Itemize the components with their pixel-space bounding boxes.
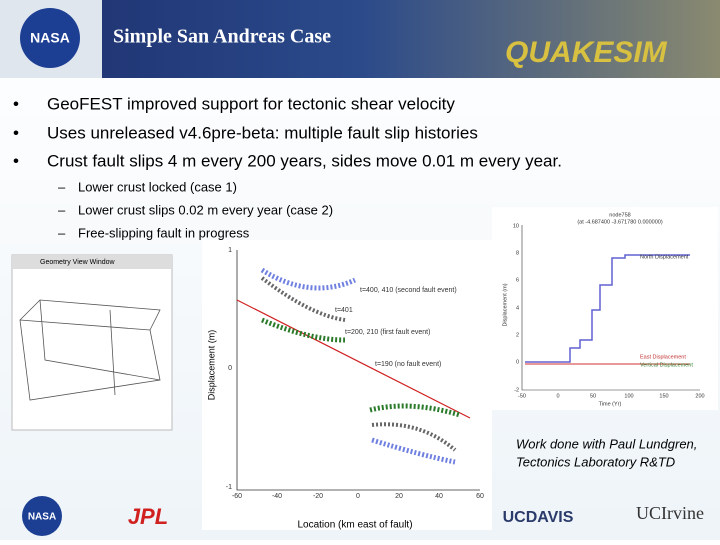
footer-logo: UCDAVIS <box>503 509 574 526</box>
sub-bullet: Free-slipping fault in progress <box>78 225 250 240</box>
sub-bullet: Lower crust locked (case 1) <box>78 179 237 194</box>
y-axis-label: Displacement (m) <box>206 330 216 401</box>
annotation: t=401 <box>335 307 353 314</box>
bullet-marker: • <box>13 151 19 170</box>
x-tick-label: 40 <box>435 493 443 500</box>
annotation: t=400, 410 (second fault event) <box>360 287 457 294</box>
banner-text: QUAKESIM <box>505 36 668 69</box>
plot-title: node758 <box>609 212 630 218</box>
curve <box>260 276 346 322</box>
x-tick-label: -40 <box>272 493 282 500</box>
y-tick-label: 0 <box>516 359 519 365</box>
trend-line <box>236 299 471 419</box>
curve <box>261 317 346 343</box>
slide-title: Simple San Andreas Case <box>113 26 331 48</box>
caption: Work done with Paul Lundgren, <box>516 436 697 451</box>
x-tick-label: 60 <box>476 493 484 500</box>
step-curve <box>525 254 690 363</box>
sub-marker: – <box>58 225 66 240</box>
geometry-window <box>11 254 173 431</box>
footer-logo: NASA <box>28 512 56 523</box>
legend-entry: North Displacement <box>640 254 689 260</box>
caption: Tectonics Laboratory R&TD <box>516 454 675 469</box>
y-tick-label: 6 <box>516 277 519 283</box>
x-tick-label: 20 <box>395 493 403 500</box>
y-tick-label: 2 <box>516 332 519 338</box>
header-band <box>0 0 720 78</box>
wireframe <box>19 299 161 401</box>
x-tick-label: -20 <box>313 493 323 500</box>
sub-marker: – <box>58 202 66 217</box>
plot-subtitle: (at -4.687400 -3.671780 0.000000) <box>577 219 662 225</box>
y-tick-label: -1 <box>226 484 232 491</box>
x-tick-label: 0 <box>356 493 360 500</box>
y-axis-label: Displacement (m) <box>502 283 508 326</box>
x-tick-label: 200 <box>695 393 704 399</box>
logo-text: NASA <box>30 30 70 46</box>
legend-entry: East Displacement <box>640 354 686 360</box>
window-title: Geometry View Window <box>40 259 116 266</box>
x-tick-label: -50 <box>518 393 526 399</box>
sub-marker: – <box>58 179 66 194</box>
footer-logo: UCIrvine <box>636 503 704 523</box>
curve <box>369 403 461 418</box>
time-plot <box>492 207 718 410</box>
y-tick-label: 4 <box>516 305 519 311</box>
bullet-marker: • <box>13 123 19 142</box>
curve <box>371 422 457 452</box>
y-tick-label: 8 <box>516 250 519 256</box>
x-axis-label: Location (km east of fault) <box>297 520 412 531</box>
legend-entry: Vertical Displacement <box>640 362 693 368</box>
axes <box>521 225 700 391</box>
x-tick-label: 50 <box>590 393 596 399</box>
bullet: Uses unreleased v4.6pre-beta: multiple f… <box>47 123 478 142</box>
nasa-logo <box>22 496 62 536</box>
x-axis-label: Time (Yr) <box>599 401 622 407</box>
x-tick-label: 0 <box>556 393 559 399</box>
y-tick-label: -2 <box>514 387 519 393</box>
window-titlebar <box>12 255 172 269</box>
footer-logo: JPL <box>128 504 168 529</box>
bullet: Crust fault slips 4 m every 200 years, s… <box>47 151 562 170</box>
curve <box>371 437 456 465</box>
y-tick-label: 1 <box>228 247 232 254</box>
bullet: GeoFEST improved support for tectonic sh… <box>47 94 455 113</box>
axes <box>236 250 480 491</box>
x-tick-label: -60 <box>232 493 242 500</box>
annotation: t=200, 210 (first fault event) <box>345 329 430 336</box>
y-tick-label: 10 <box>513 223 519 229</box>
main-plot <box>202 240 492 530</box>
bullet-marker: • <box>13 94 19 113</box>
y-tick-label: 0 <box>228 365 232 372</box>
x-tick-label: 150 <box>659 393 668 399</box>
x-tick-label: 100 <box>624 393 633 399</box>
annotation: t=190 (no fault event) <box>375 361 441 368</box>
sub-bullet: Lower crust slips 0.02 m every year (cas… <box>78 202 333 217</box>
nasa-logo <box>20 8 80 68</box>
